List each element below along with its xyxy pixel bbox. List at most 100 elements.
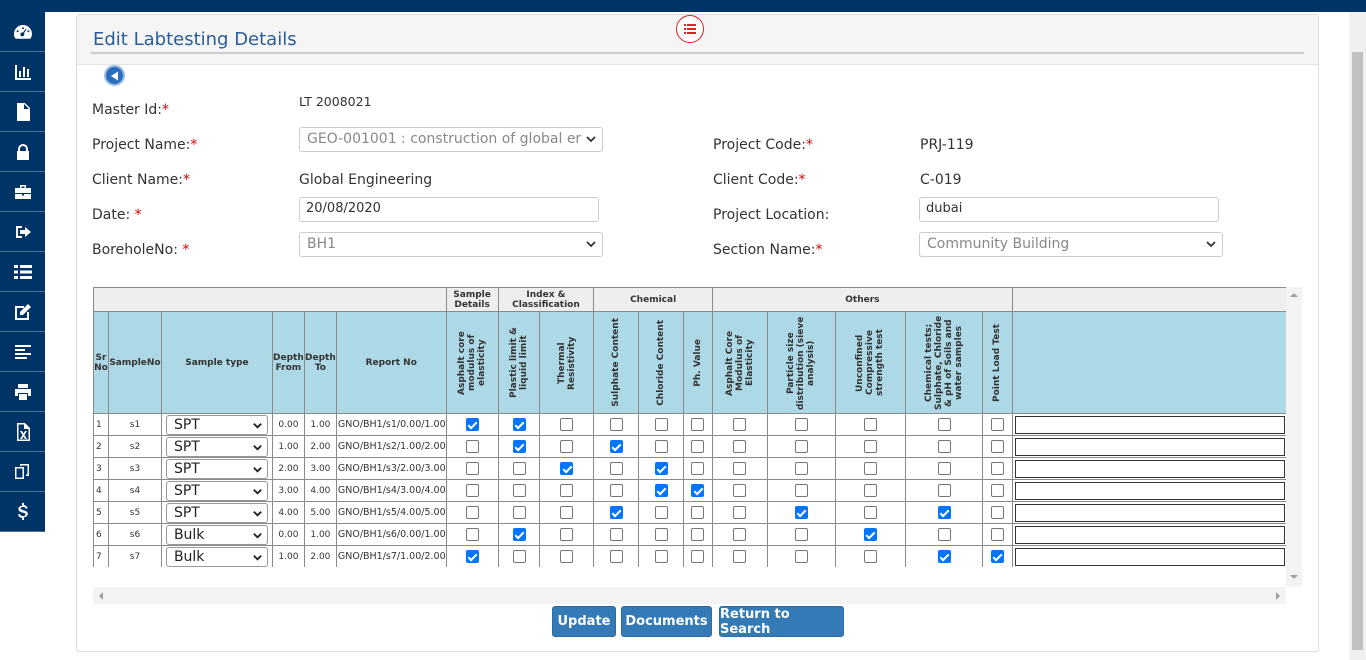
test-checkbox[interactable]: [691, 440, 705, 453]
sample-type-select[interactable]: SPT: [165, 458, 268, 479]
test-checkbox[interactable]: [794, 550, 808, 563]
sidebar-item-projects[interactable]: [0, 172, 45, 212]
scroll-down-icon[interactable]: [1286, 571, 1302, 583]
test-checkbox[interactable]: [733, 418, 747, 431]
return-to-search-button[interactable]: Return to Search: [719, 606, 844, 637]
test-checkbox[interactable]: [691, 418, 705, 431]
test-checkbox[interactable]: [733, 550, 747, 563]
sidebar-item-list[interactable]: [0, 252, 45, 292]
sidebar-item-dashboard[interactable]: [0, 12, 45, 52]
test-checkbox[interactable]: [609, 528, 623, 541]
test-checkbox[interactable]: [691, 550, 705, 563]
test-checkbox[interactable]: [794, 440, 808, 453]
test-checkbox[interactable]: [465, 418, 479, 431]
test-checkbox[interactable]: [733, 462, 747, 475]
test-checkbox[interactable]: [654, 550, 668, 563]
sample-type-select[interactable]: Bulk: [165, 546, 268, 567]
test-checkbox[interactable]: [691, 528, 705, 541]
test-checkbox[interactable]: [691, 462, 705, 475]
test-checkbox[interactable]: [691, 506, 705, 519]
test-checkbox[interactable]: [937, 440, 951, 453]
scroll-up-icon[interactable]: [1286, 289, 1302, 301]
remarks-input[interactable]: [1014, 525, 1285, 544]
scrollbar-thumb[interactable]: [1352, 52, 1363, 650]
test-checkbox[interactable]: [512, 462, 526, 475]
test-checkbox[interactable]: [609, 418, 623, 431]
test-checkbox[interactable]: [990, 484, 1004, 497]
test-checkbox[interactable]: [654, 440, 668, 453]
test-checkbox[interactable]: [465, 440, 479, 453]
sidebar-item-print[interactable]: [0, 372, 45, 412]
test-checkbox[interactable]: [937, 462, 951, 475]
back-button[interactable]: [104, 65, 125, 86]
test-checkbox[interactable]: [512, 506, 526, 519]
sample-type-select[interactable]: SPT: [165, 436, 268, 457]
test-checkbox[interactable]: [794, 528, 808, 541]
documents-button[interactable]: Documents: [621, 606, 712, 637]
test-checkbox[interactable]: [990, 418, 1004, 431]
test-checkbox[interactable]: [654, 462, 668, 475]
test-checkbox[interactable]: [863, 440, 877, 453]
test-checkbox[interactable]: [990, 550, 1004, 563]
test-checkbox[interactable]: [937, 528, 951, 541]
test-checkbox[interactable]: [794, 506, 808, 519]
test-checkbox[interactable]: [654, 418, 668, 431]
sample-type-select[interactable]: SPT: [165, 414, 268, 435]
test-checkbox[interactable]: [937, 550, 951, 563]
test-checkbox[interactable]: [990, 506, 1004, 519]
test-checkbox[interactable]: [794, 462, 808, 475]
sample-type-select[interactable]: SPT: [165, 502, 268, 523]
test-checkbox[interactable]: [512, 440, 526, 453]
section-name-select[interactable]: Community Building: [919, 232, 1223, 257]
remarks-input[interactable]: [1014, 503, 1285, 522]
sidebar-item-copy[interactable]: [0, 452, 45, 492]
test-checkbox[interactable]: [654, 506, 668, 519]
test-checkbox[interactable]: [560, 418, 574, 431]
test-checkbox[interactable]: [990, 462, 1004, 475]
remarks-input[interactable]: [1014, 459, 1285, 478]
test-checkbox[interactable]: [465, 462, 479, 475]
test-checkbox[interactable]: [609, 550, 623, 563]
test-checkbox[interactable]: [863, 528, 877, 541]
sample-type-select[interactable]: SPT: [165, 480, 268, 501]
test-checkbox[interactable]: [733, 506, 747, 519]
test-checkbox[interactable]: [863, 484, 877, 497]
sidebar-item-excel[interactable]: [0, 412, 45, 452]
sidebar-item-align[interactable]: [0, 332, 45, 372]
test-checkbox[interactable]: [560, 484, 574, 497]
remarks-input[interactable]: [1014, 415, 1285, 434]
lab-tests-table-container[interactable]: Sample Details Index & Classification Ch…: [93, 287, 1288, 567]
test-checkbox[interactable]: [512, 528, 526, 541]
table-horizontal-scrollbar[interactable]: [93, 587, 1286, 604]
list-toggle-button[interactable]: [676, 15, 704, 43]
test-checkbox[interactable]: [654, 528, 668, 541]
test-checkbox[interactable]: [609, 440, 623, 453]
sidebar-item-logout[interactable]: [0, 212, 45, 252]
remarks-input[interactable]: [1014, 481, 1285, 500]
test-checkbox[interactable]: [990, 528, 1004, 541]
test-checkbox[interactable]: [863, 550, 877, 563]
test-checkbox[interactable]: [465, 484, 479, 497]
test-checkbox[interactable]: [733, 440, 747, 453]
update-button[interactable]: Update: [552, 606, 616, 637]
test-checkbox[interactable]: [512, 484, 526, 497]
test-checkbox[interactable]: [512, 550, 526, 563]
test-checkbox[interactable]: [512, 418, 526, 431]
test-checkbox[interactable]: [465, 528, 479, 541]
test-checkbox[interactable]: [863, 506, 877, 519]
project-name-select[interactable]: GEO-001001 : construction of global er: [299, 127, 603, 152]
sidebar-item-reports[interactable]: [0, 52, 45, 92]
test-checkbox[interactable]: [733, 484, 747, 497]
sidebar-item-billing[interactable]: [0, 492, 45, 532]
test-checkbox[interactable]: [937, 506, 951, 519]
test-checkbox[interactable]: [560, 550, 574, 563]
sidebar-item-documents[interactable]: [0, 92, 45, 132]
sidebar-item-edit[interactable]: [0, 292, 45, 332]
test-checkbox[interactable]: [937, 418, 951, 431]
test-checkbox[interactable]: [465, 506, 479, 519]
test-checkbox[interactable]: [937, 484, 951, 497]
scroll-left-icon[interactable]: [95, 588, 107, 604]
remarks-input[interactable]: [1014, 547, 1285, 566]
test-checkbox[interactable]: [560, 462, 574, 475]
test-checkbox[interactable]: [733, 528, 747, 541]
